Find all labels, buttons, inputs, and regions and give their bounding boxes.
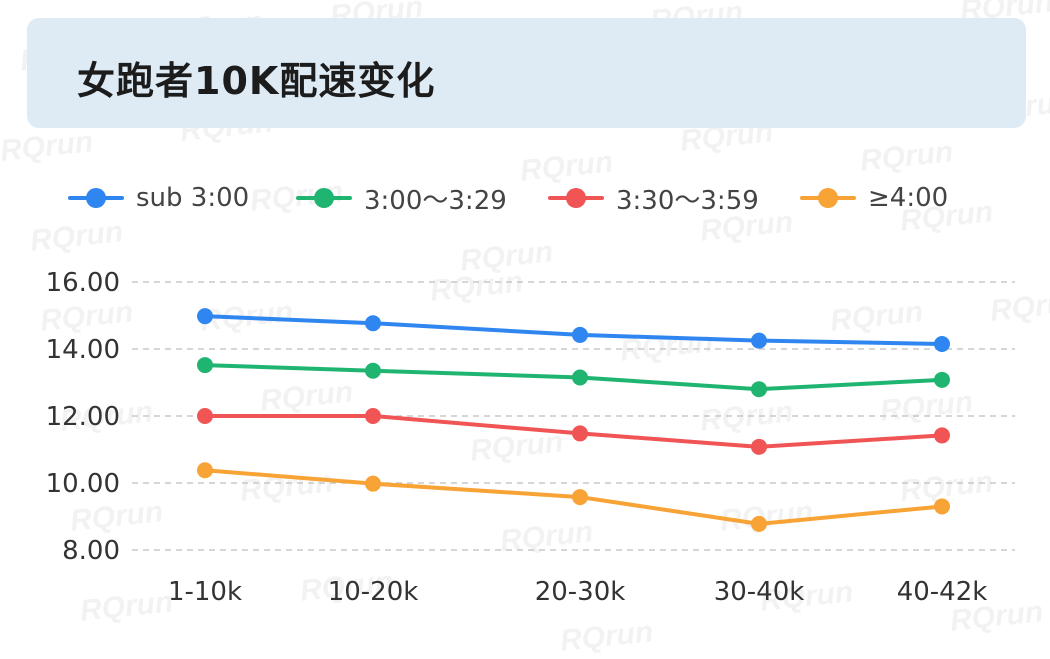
title-card: 女跑者10K配速变化 — [27, 18, 1026, 128]
x-tick-label: 1-10k — [168, 577, 242, 607]
data-point[interactable] — [365, 408, 381, 424]
data-point[interactable] — [197, 308, 213, 325]
legend-swatch — [548, 178, 604, 218]
y-tick-label: 14.00 — [46, 335, 120, 365]
legend-item[interactable]: ≥4:00 — [800, 178, 948, 218]
series-group — [197, 308, 950, 352]
data-point[interactable] — [572, 326, 588, 343]
data-point[interactable] — [365, 315, 381, 332]
data-point[interactable] — [572, 489, 588, 506]
y-tick-label: 10.00 — [46, 469, 120, 499]
data-point[interactable] — [197, 462, 213, 479]
data-point[interactable] — [365, 475, 381, 492]
data-point[interactable] — [365, 362, 381, 379]
x-tick-label: 30-40k — [714, 577, 805, 607]
legend-label: ≥4:00 — [868, 183, 949, 213]
legend-swatch — [800, 178, 856, 218]
series-group — [197, 408, 950, 455]
legend-item[interactable]: 3:30～3:59 — [548, 178, 759, 218]
legend-label: 3:30～3:59 — [616, 185, 759, 216]
legend-label: 3:00～3:29 — [364, 185, 507, 216]
data-point[interactable] — [751, 438, 767, 455]
x-tick-label: 20-30k — [535, 577, 626, 607]
x-tick-label: 10-20k — [328, 577, 419, 607]
legend-item[interactable]: 3:00～3:29 — [296, 178, 507, 218]
data-point[interactable] — [934, 371, 950, 388]
data-point[interactable] — [572, 369, 588, 386]
legend-item[interactable]: sub 3:00 — [68, 178, 249, 218]
chart-series — [197, 308, 950, 532]
data-point[interactable] — [751, 515, 767, 532]
chart-title: 女跑者10K配速变化 — [77, 59, 436, 103]
data-point[interactable] — [751, 381, 767, 398]
data-point[interactable] — [934, 498, 950, 515]
legend-label: sub 3:00 — [136, 183, 250, 213]
data-point[interactable] — [197, 357, 213, 374]
data-point[interactable] — [934, 335, 950, 352]
series-group — [197, 357, 950, 398]
data-point[interactable] — [934, 427, 950, 444]
legend-swatch — [68, 178, 124, 218]
y-tick-label: 8.00 — [62, 536, 120, 566]
x-axis-ticks: 1-10k 10-20k 20-30k 30-40k 40-42k — [168, 577, 987, 607]
chart-legend: sub 3:00 3:00～3:29 3:30～3:59 ≥4:00 — [0, 178, 1050, 218]
data-point[interactable] — [572, 425, 588, 442]
x-tick-label: 40-42k — [897, 577, 988, 607]
legend-swatch — [296, 178, 352, 218]
y-axis-ticks: 8.00 10.00 12.00 14.00 16.00 — [46, 268, 120, 566]
data-point[interactable] — [751, 332, 767, 349]
data-point[interactable] — [197, 408, 213, 424]
series-group — [197, 462, 950, 532]
series-line — [204, 314, 943, 346]
y-tick-label: 16.00 — [46, 268, 120, 298]
y-tick-label: 12.00 — [46, 402, 120, 432]
